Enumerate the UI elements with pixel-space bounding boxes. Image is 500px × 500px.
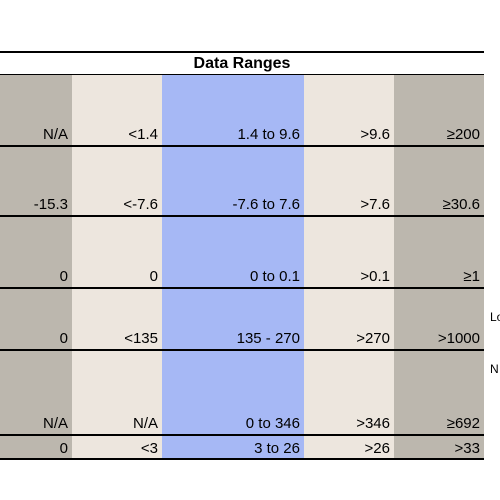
table-row: -15.3 <-7.6 -7.6 to 7.6 >7.6 ≥30.6 (0, 147, 500, 217)
side-label: N (490, 362, 499, 376)
table-cell: 0 (59, 268, 68, 285)
column-background-2 (72, 75, 162, 460)
table-cell: N/A (42, 126, 68, 143)
table-cell: 1.4 to 9.6 (237, 126, 300, 143)
row-divider (0, 215, 484, 217)
table-cell: >9.6 (360, 126, 390, 143)
table-row: 0 <135 135 - 270 >270 >1000 (0, 289, 500, 351)
table-row: 0 0 0 to 0.1 >0.1 ≥1 (0, 217, 500, 289)
table-cell: N/A (132, 415, 158, 432)
table-cell: <1.4 (128, 126, 158, 143)
table-cell: >270 (356, 330, 390, 347)
table-cell: ≥692 (446, 415, 480, 432)
row-divider (0, 458, 484, 460)
table-row: 0 <3 3 to 26 >26 >33 (0, 436, 500, 460)
right-margin (484, 75, 500, 460)
table-cell: 0 (149, 268, 158, 285)
column-background-3-highlight (162, 75, 304, 460)
table-cell: >0.1 (360, 268, 390, 285)
table-cell: >1000 (437, 330, 480, 347)
table-row: N/A N/A 0 to 346 >346 ≥692 (0, 351, 500, 436)
row-divider (0, 434, 484, 436)
table-row: N/A <1.4 1.4 to 9.6 >9.6 ≥200 (0, 75, 500, 147)
table-cell: 0 to 0.1 (249, 268, 300, 285)
table-cell: 0 (59, 440, 68, 457)
column-background-1 (0, 75, 72, 460)
table-cell: >346 (356, 415, 390, 432)
table-cell: <3 (140, 440, 158, 457)
table-cell: <-7.6 (123, 196, 158, 213)
table-cell: >33 (454, 440, 480, 457)
table-cell: ≥1 (463, 268, 480, 285)
side-label: Lo (490, 310, 500, 324)
table-cell: 3 to 26 (254, 440, 300, 457)
table-cell: 0 (59, 330, 68, 347)
column-background-4 (304, 75, 394, 460)
table-cell: ≥30.6 (442, 196, 480, 213)
row-divider (0, 287, 484, 289)
table-cell: -7.6 to 7.6 (232, 196, 300, 213)
table-cell: ≥200 (446, 126, 480, 143)
row-divider (0, 349, 484, 351)
table-cell: 0 to 346 (245, 415, 300, 432)
table-header: Data Ranges (0, 51, 484, 75)
table-cell: >7.6 (360, 196, 390, 213)
table-cell: >26 (364, 440, 390, 457)
column-background-5 (394, 75, 484, 460)
table-cell: -15.3 (33, 196, 68, 213)
row-divider (0, 145, 484, 147)
table-cell: N/A (42, 415, 68, 432)
table-title: Data Ranges (193, 54, 291, 72)
table-cell: <135 (124, 330, 158, 347)
table-cell: 135 - 270 (236, 330, 300, 347)
